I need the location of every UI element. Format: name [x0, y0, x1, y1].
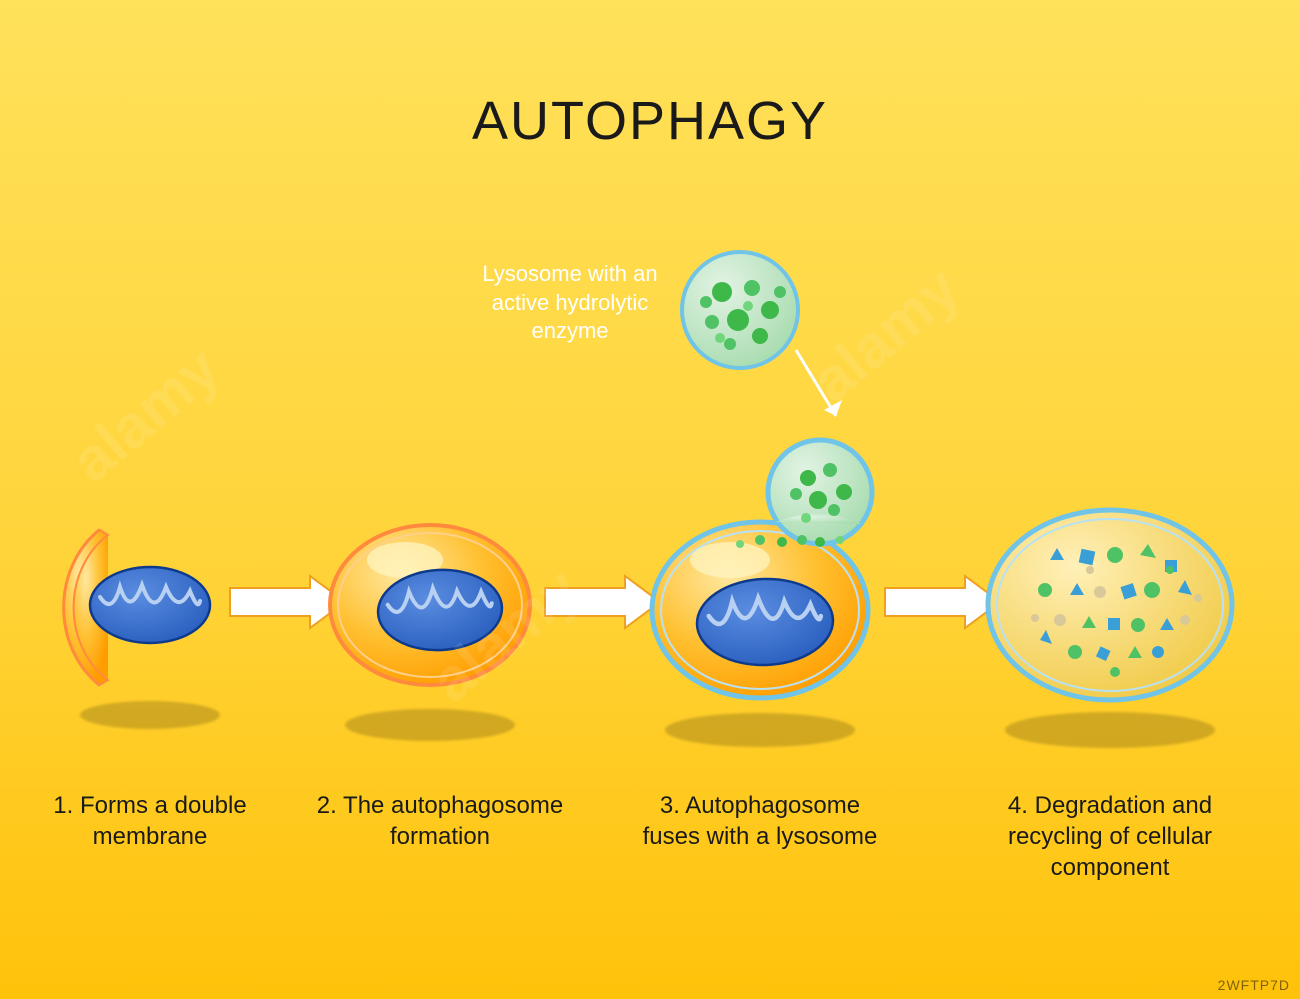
step-4-label: 4. Degradation and recycling of cellular… [980, 790, 1240, 884]
stage-2-autophagosome [330, 525, 530, 685]
step-2-label: 2. The autophagosome formation [310, 790, 570, 852]
step-3-label: 3. Autophagosome fuses with a lysosome [630, 790, 890, 852]
watermark-id: 2WFTP7D [1218, 977, 1290, 993]
stage-4-autolysosome [988, 510, 1232, 700]
lysosome-label: Lysosome with an active hydrolytic enzym… [480, 260, 660, 346]
diagram-title: AUTOPHAGY [0, 90, 1300, 152]
lysosome-free [682, 252, 798, 368]
step-1-label: 1. Forms a double membrane [20, 790, 280, 852]
